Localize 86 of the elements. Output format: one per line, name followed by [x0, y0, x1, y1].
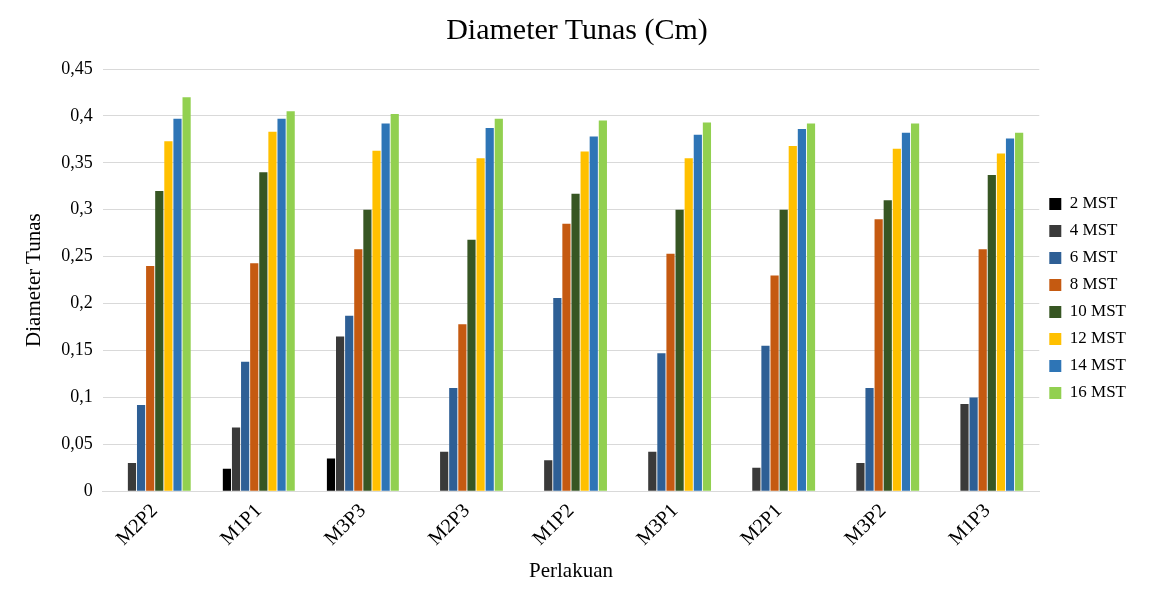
y-tick-label: 0,1: [70, 386, 93, 407]
bar: [277, 118, 286, 491]
bar: [806, 123, 816, 491]
bar: [231, 427, 241, 491]
bar: [372, 150, 381, 491]
bar: [996, 153, 1006, 491]
bar: [345, 315, 354, 491]
legend-label: 8 MST: [1069, 274, 1119, 294]
legend-label: 2 MST: [1069, 193, 1119, 213]
bar: [666, 253, 675, 491]
bar: [390, 114, 399, 491]
bar: [892, 148, 901, 491]
bar: [901, 132, 911, 491]
bar: [494, 118, 503, 491]
bar: [874, 219, 883, 491]
bar: [476, 158, 485, 491]
bar: [1005, 138, 1015, 491]
bar: [449, 388, 458, 491]
y-tick-label: 0,25: [61, 245, 93, 266]
bar: [440, 451, 449, 491]
bar: [259, 172, 268, 491]
y-tick-label: 0,2: [70, 292, 93, 313]
bar: [589, 136, 598, 491]
x-axis-title: Perlakuan: [529, 557, 614, 582]
legend-label: 4 MST: [1069, 220, 1119, 240]
bar: [987, 175, 996, 491]
bar: [752, 467, 761, 491]
bar: [856, 463, 865, 491]
y-tick-label: 0,35: [61, 151, 93, 172]
bar: [250, 263, 259, 491]
bar: [797, 129, 806, 491]
bar: [788, 145, 797, 491]
bar: [544, 460, 553, 491]
bar: [571, 193, 580, 491]
bar: [155, 190, 164, 491]
bar: [467, 239, 476, 491]
bar: [702, 122, 712, 491]
chart-title: Diameter Tunas (Cm): [446, 11, 708, 46]
bar: [580, 151, 589, 491]
bar: [675, 209, 684, 491]
y-tick-label: 0,05: [61, 433, 93, 454]
bar: [910, 123, 920, 491]
bar: [326, 458, 336, 491]
bar: [657, 353, 666, 491]
bar: [286, 111, 295, 491]
legend-label: 16 MST: [1069, 382, 1127, 402]
bar: [960, 403, 969, 491]
y-axis-title: Diameter Tunas: [21, 213, 46, 347]
bar: [164, 141, 173, 491]
bar: [761, 345, 770, 491]
legend-label: 12 MST: [1069, 328, 1127, 348]
bar: [146, 266, 155, 491]
bar: [553, 297, 562, 491]
bar: [978, 249, 987, 491]
bar: [241, 361, 250, 491]
y-tick-label: 0,15: [61, 339, 93, 360]
bar: [865, 388, 874, 491]
bar: [354, 249, 363, 491]
y-tick-label: 0: [83, 479, 93, 500]
bar: [182, 97, 191, 491]
y-tick-label: 0,3: [70, 198, 93, 219]
bar: [648, 451, 657, 491]
legend-label: 6 MST: [1069, 247, 1119, 267]
bar: [1015, 132, 1024, 491]
bar: [127, 463, 137, 491]
bar: [336, 336, 345, 491]
bar: [381, 123, 390, 491]
bar: [883, 200, 892, 491]
legend-label: 14 MST: [1069, 355, 1127, 375]
bar: [693, 134, 702, 491]
bar: [770, 275, 779, 491]
bar: [485, 128, 494, 491]
bar: [562, 223, 571, 491]
y-tick-label: 0,45: [61, 57, 93, 78]
bar: [598, 120, 607, 491]
bar: [779, 209, 788, 491]
bar: [222, 468, 232, 491]
bar: [969, 397, 978, 491]
y-tick-label: 0,4: [70, 104, 93, 125]
bar: [458, 324, 467, 491]
bar: [684, 158, 693, 491]
bar: [268, 131, 277, 491]
bar: [173, 118, 182, 491]
bar: [363, 209, 372, 491]
bar: [136, 404, 146, 491]
legend-label: 10 MST: [1069, 301, 1127, 321]
